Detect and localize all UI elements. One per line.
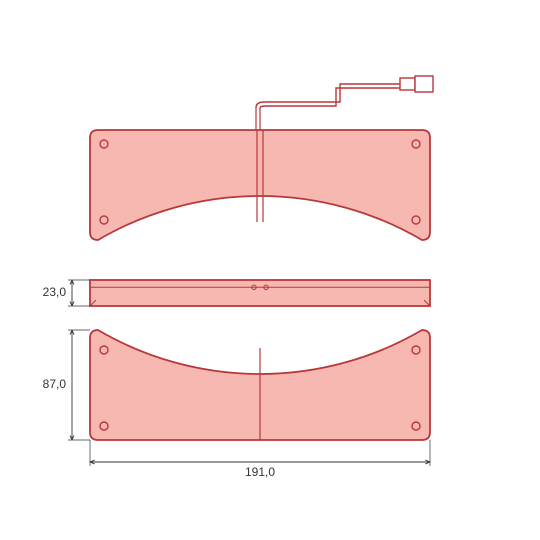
wear-sensor-wire bbox=[256, 76, 433, 130]
dim-height: 87,0 bbox=[43, 377, 67, 391]
dimension-line bbox=[70, 280, 74, 306]
dim-thickness: 23,0 bbox=[43, 285, 67, 299]
dim-width: 191,0 bbox=[245, 465, 275, 479]
bottom-brake-pad bbox=[90, 330, 430, 440]
top-brake-pad bbox=[90, 76, 433, 240]
sensor-connector bbox=[400, 78, 415, 90]
dimension-line bbox=[70, 330, 74, 440]
dimension-line bbox=[90, 460, 430, 464]
side-view-bar bbox=[90, 280, 430, 306]
